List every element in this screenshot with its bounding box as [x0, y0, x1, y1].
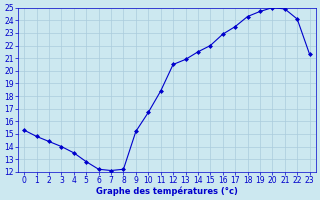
X-axis label: Graphe des températures (°c): Graphe des températures (°c) [96, 186, 238, 196]
